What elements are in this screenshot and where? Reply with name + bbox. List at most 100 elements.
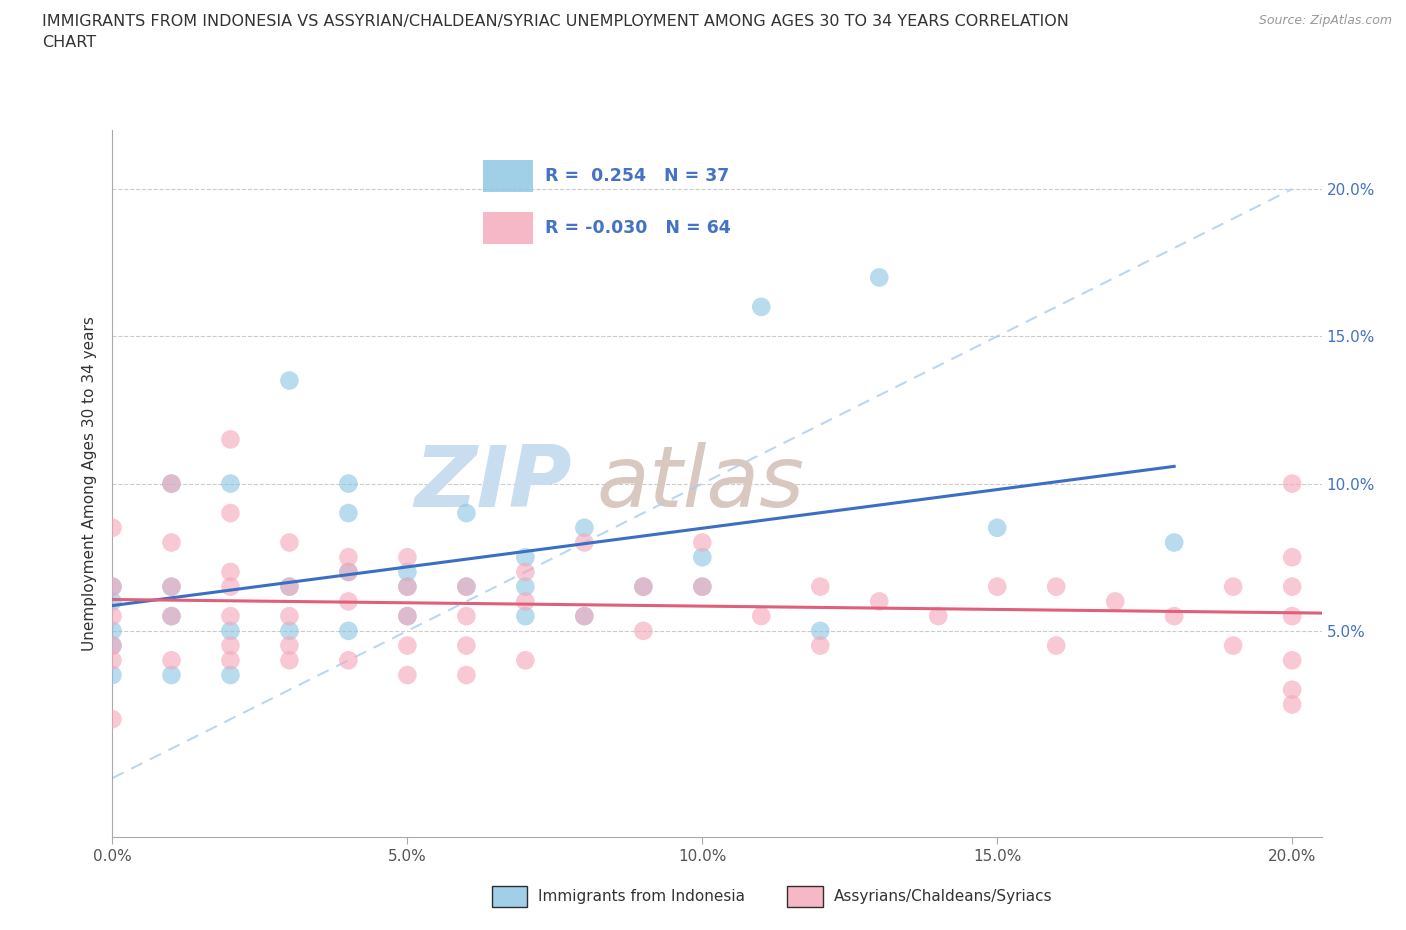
Point [1104, 594, 1126, 609]
Point [808, 579, 831, 594]
Point [1281, 476, 1303, 491]
Point [515, 594, 537, 609]
Point [1163, 535, 1185, 550]
Point [219, 476, 242, 491]
Point [1281, 609, 1303, 624]
Point [396, 609, 419, 624]
Point [337, 653, 360, 668]
Point [1281, 698, 1303, 712]
Point [337, 565, 360, 579]
Point [515, 565, 537, 579]
Point [160, 579, 183, 594]
Point [337, 565, 360, 579]
Point [160, 476, 183, 491]
Text: Source: ZipAtlas.com: Source: ZipAtlas.com [1258, 14, 1392, 27]
Point [219, 432, 242, 447]
Point [456, 609, 478, 624]
Point [101, 609, 124, 624]
Point [633, 579, 655, 594]
Point [1163, 609, 1185, 624]
Point [101, 521, 124, 536]
Point [633, 623, 655, 638]
Point [160, 609, 183, 624]
Point [160, 653, 183, 668]
Point [396, 550, 419, 565]
Point [101, 623, 124, 638]
Point [278, 638, 301, 653]
Point [278, 653, 301, 668]
Point [160, 535, 183, 550]
Point [160, 579, 183, 594]
Point [456, 668, 478, 683]
Point [278, 579, 301, 594]
Point [101, 668, 124, 683]
Point [808, 638, 831, 653]
Point [337, 506, 360, 521]
Point [101, 711, 124, 726]
Point [160, 609, 183, 624]
Point [396, 579, 419, 594]
Point [1222, 638, 1244, 653]
Point [515, 653, 537, 668]
Text: Assyrians/Chaldeans/Syriacs: Assyrians/Chaldeans/Syriacs [834, 889, 1052, 904]
Point [574, 609, 596, 624]
Point [278, 373, 301, 388]
Point [749, 609, 772, 624]
Point [278, 623, 301, 638]
Point [396, 668, 419, 683]
Point [278, 579, 301, 594]
Point [692, 550, 714, 565]
Point [278, 535, 301, 550]
Point [692, 579, 714, 594]
Point [101, 579, 124, 594]
Point [219, 623, 242, 638]
Point [868, 270, 890, 285]
Point [633, 579, 655, 594]
Point [1045, 638, 1067, 653]
Point [515, 579, 537, 594]
Point [808, 623, 831, 638]
Point [101, 638, 124, 653]
Point [337, 476, 360, 491]
Point [515, 550, 537, 565]
Point [456, 579, 478, 594]
Point [396, 565, 419, 579]
Point [101, 638, 124, 653]
Point [160, 668, 183, 683]
Point [219, 609, 242, 624]
Point [986, 521, 1008, 536]
Point [396, 579, 419, 594]
Point [456, 638, 478, 653]
Point [219, 565, 242, 579]
Point [1045, 579, 1067, 594]
Point [396, 638, 419, 653]
Point [101, 579, 124, 594]
Text: IMMIGRANTS FROM INDONESIA VS ASSYRIAN/CHALDEAN/SYRIAC UNEMPLOYMENT AMONG AGES 30: IMMIGRANTS FROM INDONESIA VS ASSYRIAN/CH… [42, 14, 1069, 29]
Point [574, 521, 596, 536]
Point [337, 623, 360, 638]
Text: ZIP: ZIP [415, 442, 572, 525]
Point [337, 594, 360, 609]
Point [456, 506, 478, 521]
Point [986, 579, 1008, 594]
Point [574, 609, 596, 624]
Point [927, 609, 949, 624]
Point [396, 609, 419, 624]
Point [692, 535, 714, 550]
Point [278, 609, 301, 624]
Point [219, 638, 242, 653]
Point [1281, 550, 1303, 565]
Point [337, 550, 360, 565]
Point [101, 653, 124, 668]
Point [219, 506, 242, 521]
Point [1281, 683, 1303, 698]
Point [1281, 653, 1303, 668]
Text: Immigrants from Indonesia: Immigrants from Indonesia [538, 889, 745, 904]
Point [219, 668, 242, 683]
Point [1222, 579, 1244, 594]
Point [219, 579, 242, 594]
Y-axis label: Unemployment Among Ages 30 to 34 years: Unemployment Among Ages 30 to 34 years [82, 316, 97, 651]
Text: CHART: CHART [42, 35, 96, 50]
Point [219, 653, 242, 668]
Point [456, 579, 478, 594]
